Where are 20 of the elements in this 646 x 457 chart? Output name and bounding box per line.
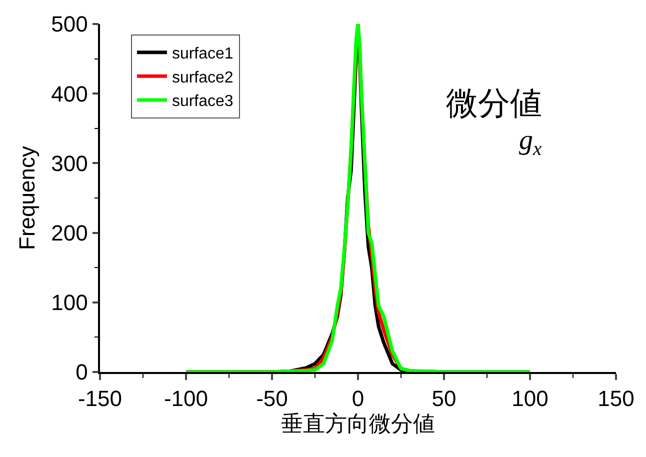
annotation: g$_{x}$ (519, 125, 542, 160)
y-tick-label: 400 (51, 81, 88, 106)
legend-label: surface1 (172, 46, 234, 63)
y-tick-label: 0 (76, 360, 88, 385)
legend-label: surface3 (172, 93, 234, 110)
y-tick-label: 500 (51, 12, 88, 37)
y-tick-label: 100 (51, 290, 88, 316)
y-axis-title: Frequency (14, 146, 40, 250)
annotation: 微分値 (446, 85, 542, 121)
x-tick-label: -50 (256, 386, 288, 412)
x-tick-label: -100 (164, 386, 208, 412)
y-tick-label: 200 (51, 220, 88, 246)
legend-label: surface2 (172, 69, 234, 86)
x-tick-label: 0 (352, 386, 364, 412)
x-tick-label: 100 (512, 386, 548, 412)
y-tick-label: 300 (51, 150, 88, 176)
x-tick-label: 50 (432, 386, 456, 412)
x-tick-label: 150 (598, 386, 634, 412)
x-axis-title: 垂直方向微分値 (281, 411, 435, 436)
x-tick-label: -150 (78, 386, 122, 412)
